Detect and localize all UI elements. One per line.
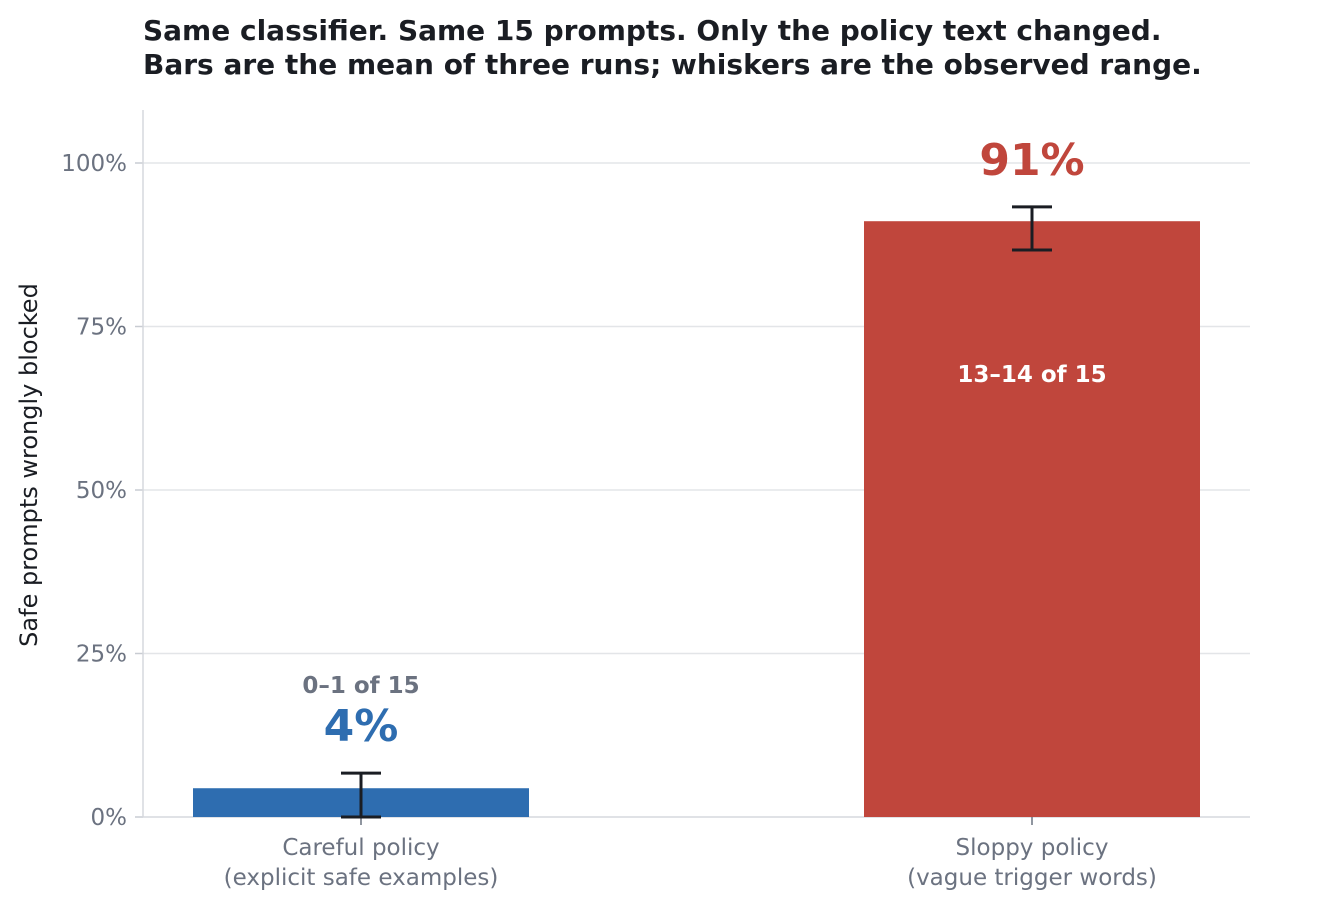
x-tick-label: (explicit safe examples) bbox=[224, 865, 499, 891]
bars bbox=[193, 221, 1200, 817]
x-tick-label: Sloppy policy bbox=[956, 835, 1109, 861]
y-tick-label: 50% bbox=[76, 478, 127, 504]
bar bbox=[864, 221, 1200, 817]
error-bars bbox=[341, 205, 1052, 819]
axes: 0% 25% 50% 75% 100% Careful policy (explicit s… bbox=[61, 110, 1250, 891]
y-tick-label: 25% bbox=[76, 642, 127, 668]
chart-title: Same classifier. Same 15 prompts. Only t… bbox=[143, 14, 1202, 81]
count-label: 13–14 of 15 bbox=[957, 362, 1106, 388]
x-tick-label: Careful policy bbox=[282, 835, 439, 861]
chart-title-line-2: Bars are the mean of three runs; whisker… bbox=[143, 48, 1202, 81]
value-label: 4% bbox=[324, 701, 399, 752]
count-label: 0–1 of 15 bbox=[302, 673, 419, 699]
y-tick-label: 100% bbox=[61, 151, 127, 177]
value-label: 91% bbox=[979, 135, 1084, 186]
y-tick-label: 75% bbox=[76, 315, 127, 341]
x-tick-label: (vague trigger words) bbox=[907, 865, 1157, 891]
y-tick-label: 0% bbox=[91, 805, 128, 831]
data-labels: 4%0–1 of 15 91% 13–14 of 15 bbox=[302, 135, 1106, 752]
chart-title-line-1: Same classifier. Same 15 prompts. Only t… bbox=[143, 14, 1161, 47]
y-axis-label: Safe prompts wrongly blocked bbox=[15, 283, 43, 647]
